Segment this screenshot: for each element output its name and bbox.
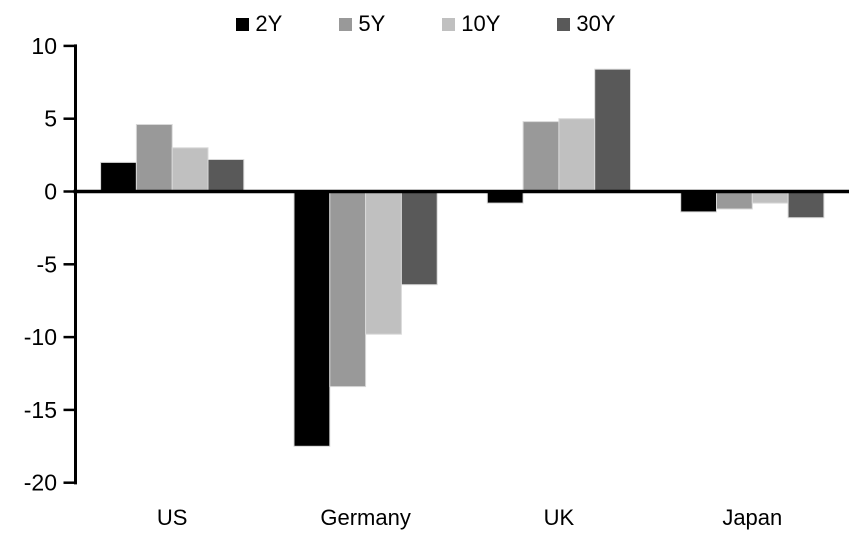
x-category-label-germany: Germany (320, 505, 410, 530)
x-category-label-us: US (157, 505, 188, 530)
bar-japan-2y (680, 191, 718, 213)
bar-japan-5y (716, 191, 753, 210)
x-category-label-japan: Japan (722, 505, 782, 530)
bar-us-2y (100, 161, 137, 192)
legend-swatch-icon (236, 17, 250, 31)
legend-item-30y: 30Y (557, 11, 616, 37)
legend-label: 30Y (576, 11, 616, 36)
y-tick-label: 0 (44, 179, 57, 205)
legend-label: 10Y (461, 11, 501, 36)
y-tick-label: 10 (31, 33, 57, 59)
y-tick-label: -15 (24, 397, 57, 423)
bar-us-5y (135, 124, 173, 192)
y-tick-label: -5 (37, 251, 57, 277)
y-tick-label: 5 (44, 106, 57, 132)
legend-item-5y: 5Y (339, 11, 385, 37)
legend-label: 5Y (358, 11, 386, 36)
legend-item-2y: 2Y (236, 11, 282, 37)
bar-germany-2y (293, 191, 331, 447)
bar-japan-30y (787, 191, 825, 219)
bar-uk-10y (558, 118, 596, 192)
y-tick-label: -10 (24, 324, 57, 350)
x-category-label-uk: UK (544, 505, 575, 530)
bar-germany-5y (329, 191, 367, 388)
bar-uk-5y (522, 121, 560, 192)
legend-swatch-icon (442, 17, 456, 31)
legend-label: 2Y (255, 11, 283, 36)
bar-germany-30y (400, 191, 438, 286)
legend-swatch-icon (339, 17, 353, 31)
bar-us-30y (207, 159, 245, 192)
bar-uk-30y (594, 68, 632, 192)
legend-swatch-icon (557, 17, 571, 31)
bar-germany-10y (365, 191, 402, 335)
legend-item-10y: 10Y (442, 11, 500, 37)
chart-legend: 2Y 5Y 10Y 30Y (0, 11, 852, 37)
y-tick-label: -20 (24, 470, 57, 496)
bar-us-10y (171, 147, 209, 193)
